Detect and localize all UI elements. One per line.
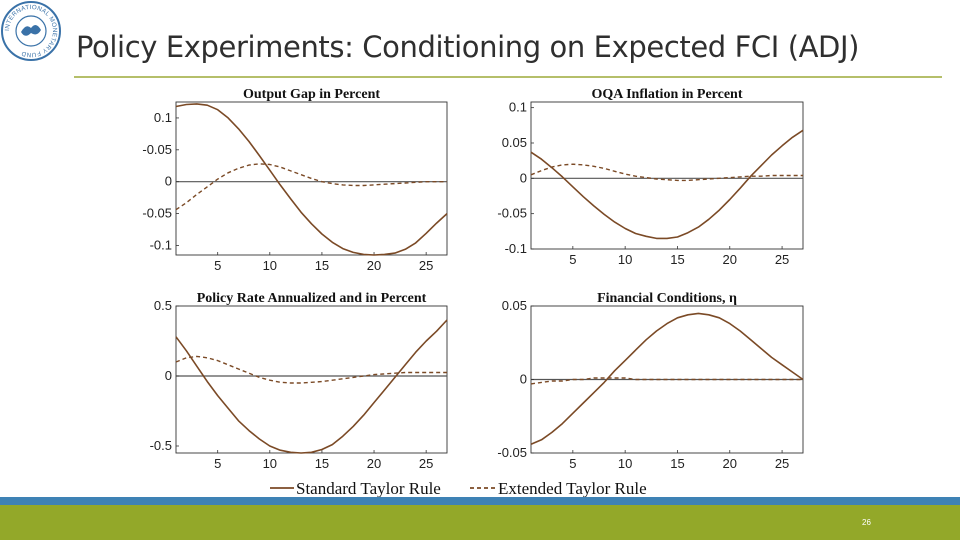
oqa-inflation-series-standard xyxy=(530,129,804,240)
output-gap-xtick-label: 5 xyxy=(214,258,221,273)
policy-rate-xtick-label: 25 xyxy=(419,456,433,471)
output-gap-frame xyxy=(175,101,448,256)
output-gap-ytick-label: 0.1 xyxy=(154,110,172,125)
oqa-inflation-ytick-label: 0 xyxy=(520,170,527,185)
output-gap-xtick-label: 25 xyxy=(419,258,433,273)
oqa-inflation-xtick-label: 15 xyxy=(670,252,684,267)
policy-rate-title: Policy Rate Annualized and in Percent xyxy=(197,291,427,306)
oqa-inflation-panel: OQA Inflation in Percent 5 10 15 20 25 -0.1 -0.… xyxy=(497,87,804,267)
legend-label-standard: Standard Taylor Rule xyxy=(296,479,441,498)
oqa-inflation-xtick-label: 25 xyxy=(775,252,789,267)
policy-rate-frame xyxy=(175,305,448,454)
oqa-inflation-xtick-label: 5 xyxy=(569,252,576,267)
oqa-inflation-ytick-label: 0.05 xyxy=(502,135,527,150)
policy-rate-xtick-label: 15 xyxy=(315,456,329,471)
output-gap-xtick-label: 15 xyxy=(315,258,329,273)
policy-rate-series-extended xyxy=(175,355,447,384)
page-title: Policy Experiments: Conditioning on Expe… xyxy=(76,30,860,64)
output-gap-ytick-label: 0 xyxy=(165,174,172,189)
financial-conditions-panel: Financial Conditions, η 5 10 15 20 25 -0.05 0 0.… xyxy=(497,291,804,471)
financial-conditions-series-extended xyxy=(530,377,803,385)
policy-rate-xtick-label: 10 xyxy=(263,456,277,471)
policy-rate-ytick-label: 0 xyxy=(165,368,172,383)
footer-band-green xyxy=(0,505,960,540)
chart-legend: Standard Taylor Rule Extended Taylor Rule xyxy=(270,479,647,498)
footer-band-blue xyxy=(0,497,960,505)
oqa-inflation-ytick-label: -0.05 xyxy=(497,206,527,221)
oqa-inflation-xtick-label: 10 xyxy=(618,252,632,267)
financial-conditions-ytick-label: 0.05 xyxy=(502,298,527,313)
output-gap-xtick-label: 20 xyxy=(367,258,381,273)
title-divider xyxy=(74,76,942,78)
financial-conditions-xtick-label: 5 xyxy=(569,456,576,471)
output-gap-series-standard xyxy=(175,103,448,256)
financial-conditions-title: Financial Conditions, η xyxy=(597,291,737,306)
oqa-inflation-title: OQA Inflation in Percent xyxy=(591,87,742,102)
policy-rate-xtick-label: 20 xyxy=(367,456,381,471)
oqa-inflation-ytick-label: -0.1 xyxy=(505,241,527,256)
output-gap-ytick-label: -0.05 xyxy=(142,142,172,157)
oqa-inflation-xtick-label: 20 xyxy=(723,252,737,267)
policy-rate-xtick-label: 5 xyxy=(214,456,221,471)
financial-conditions-xtick-label: 20 xyxy=(723,456,737,471)
output-gap-xtick-label: 10 xyxy=(263,258,277,273)
financial-conditions-series-standard xyxy=(530,312,804,445)
output-gap-series-extended xyxy=(175,163,447,211)
output-gap-title: Output Gap in Percent xyxy=(243,87,380,102)
output-gap-ytick-label: -0.1 xyxy=(150,237,172,252)
financial-conditions-ytick-label: 0 xyxy=(520,372,527,387)
oqa-inflation-ytick-label: 0.1 xyxy=(509,100,527,115)
output-gap-ytick-label: -0.05 xyxy=(142,206,172,221)
financial-conditions-xtick-label: 10 xyxy=(618,456,632,471)
financial-conditions-xtick-label: 25 xyxy=(775,456,789,471)
policy-rate-ytick-label: 0.5 xyxy=(154,298,172,313)
policy-rate-ytick-label: -0.5 xyxy=(150,438,172,453)
output-gap-panel: Output Gap in Percent 5 10 15 20 25 -0.1 -0.05 0… xyxy=(142,87,448,273)
policy-rate-series-standard xyxy=(175,319,448,454)
policy-rate-panel: Policy Rate Annualized and in Percent 5 10… xyxy=(150,291,448,471)
financial-conditions-ytick-label: -0.05 xyxy=(497,445,527,460)
imf-logo: INTERNATIONAL MONETARY FUND xyxy=(1,1,61,61)
slide-number: 26 xyxy=(862,518,871,527)
legend-label-extended: Extended Taylor Rule xyxy=(498,479,647,498)
financial-conditions-xtick-label: 15 xyxy=(670,456,684,471)
